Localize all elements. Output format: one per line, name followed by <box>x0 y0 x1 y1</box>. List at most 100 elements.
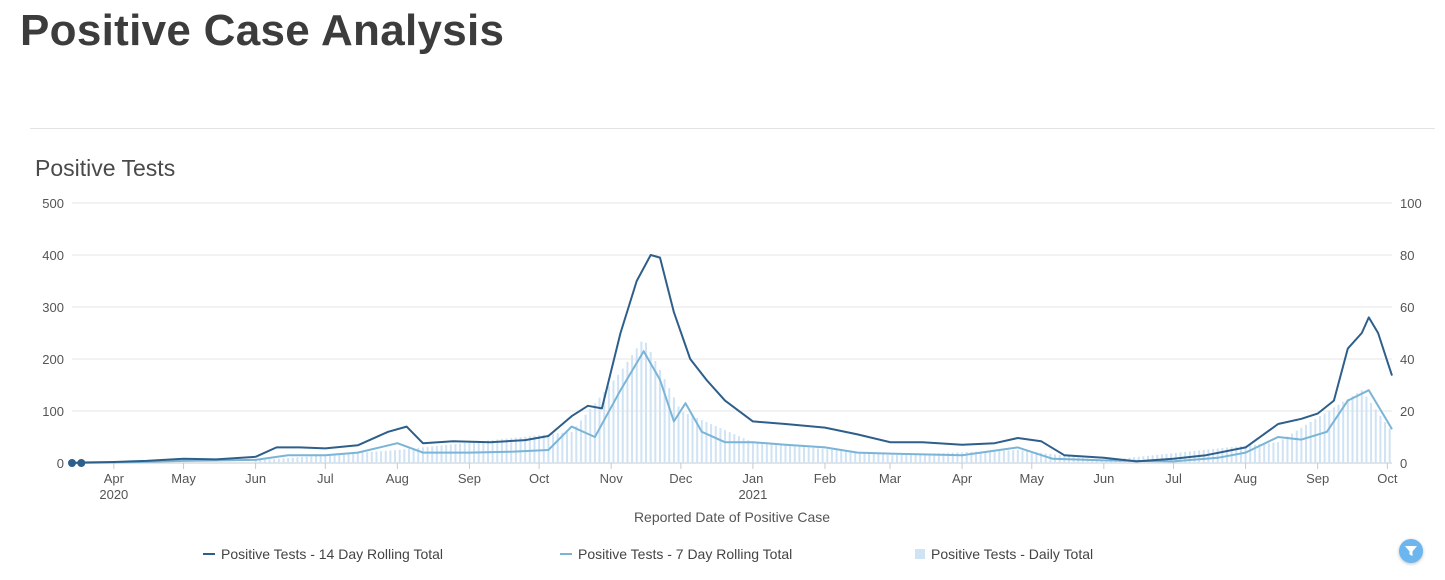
daily-bar <box>328 454 331 463</box>
y-tick-label-left: 400 <box>42 248 64 263</box>
daily-bar <box>593 403 596 463</box>
daily-bar <box>319 455 322 463</box>
daily-bar <box>1281 439 1284 463</box>
daily-bar <box>979 451 982 463</box>
daily-bar <box>798 446 801 463</box>
daily-bar <box>631 355 634 463</box>
daily-bar <box>375 451 378 463</box>
daily-bar <box>1342 401 1345 463</box>
daily-bar <box>668 388 671 463</box>
daily-bar <box>449 444 452 463</box>
daily-bar <box>621 368 624 463</box>
daily-bar <box>942 453 945 463</box>
daily-bar <box>961 452 964 463</box>
daily-bar <box>756 442 759 463</box>
daily-bar <box>1105 460 1108 463</box>
daily-bar <box>733 434 736 463</box>
daily-bar <box>254 460 257 463</box>
daily-bar <box>384 450 387 463</box>
daily-bar <box>970 451 973 463</box>
daily-bar <box>263 459 266 463</box>
daily-bar <box>1356 393 1359 463</box>
daily-bar <box>412 448 415 463</box>
daily-bar <box>710 424 713 463</box>
daily-bar <box>1146 455 1149 463</box>
daily-bar <box>1365 396 1368 463</box>
daily-bar <box>612 380 615 463</box>
daily-bar <box>440 445 443 463</box>
data-point-marker <box>77 459 86 467</box>
daily-bar <box>993 450 996 463</box>
daily-bar <box>426 446 429 463</box>
daily-bar <box>975 451 978 463</box>
daily-bar <box>575 426 578 463</box>
daily-bar <box>1253 444 1256 463</box>
daily-bar <box>566 432 568 463</box>
daily-bar <box>812 447 815 463</box>
daily-bar <box>1272 442 1275 463</box>
daily-bar <box>324 455 327 463</box>
daily-bar <box>1002 450 1005 463</box>
daily-bar <box>640 341 643 463</box>
daily-bar <box>1216 448 1219 463</box>
x-tick-label: Feb <box>814 471 836 486</box>
y-tick-label-left: 500 <box>42 196 64 211</box>
daily-bar <box>649 351 652 463</box>
daily-bar <box>635 348 638 463</box>
page-title: Positive Case Analysis <box>20 6 505 55</box>
daily-bar <box>1021 450 1024 463</box>
series-line-7day <box>71 350 1393 464</box>
filter-button[interactable] <box>1399 539 1423 563</box>
y-tick-label-right: 20 <box>1400 404 1414 419</box>
legend-item-daily[interactable]: Positive Tests - Daily Total <box>915 546 1093 562</box>
daily-bar <box>1332 407 1335 463</box>
x-tick-label: Mar <box>879 471 902 486</box>
daily-bar <box>1258 444 1261 463</box>
daily-bar <box>431 446 434 463</box>
legend-label: Positive Tests - 14 Day Rolling Total <box>221 546 444 562</box>
x-tick-label: Jun <box>245 471 266 486</box>
daily-bar <box>1286 436 1289 463</box>
daily-bar <box>877 454 880 463</box>
legend-item-14day[interactable]: Positive Tests - 14 Day Rolling Total <box>203 546 443 562</box>
daily-bar <box>524 436 527 463</box>
daily-bar <box>561 432 564 463</box>
daily-bar <box>770 443 773 463</box>
daily-bar <box>1030 451 1033 463</box>
daily-bar <box>352 453 355 463</box>
daily-bar <box>584 414 587 463</box>
daily-bar <box>356 452 359 463</box>
x-tick-label: Apr <box>104 471 125 486</box>
daily-bar <box>1374 409 1377 463</box>
daily-bar <box>914 454 917 463</box>
daily-bar <box>891 455 894 463</box>
daily-bar <box>900 454 903 463</box>
x-tick-sublabel: 2020 <box>99 487 128 502</box>
daily-bar <box>1360 390 1363 463</box>
daily-bar <box>830 449 833 463</box>
daily-bar <box>259 460 262 463</box>
daily-bar <box>1370 403 1373 463</box>
daily-bar <box>835 450 838 463</box>
x-tick-label: Sep <box>458 471 481 486</box>
daily-bar <box>1249 445 1252 463</box>
daily-bar <box>863 452 866 463</box>
daily-bar <box>965 452 968 463</box>
legend-line-swatch <box>203 553 215 555</box>
daily-bar <box>570 431 573 463</box>
daily-bar <box>882 454 885 463</box>
daily-bar <box>287 458 290 463</box>
daily-bar <box>347 453 350 463</box>
x-tick-label: Oct <box>1377 471 1398 486</box>
daily-bar <box>784 445 787 463</box>
daily-bar <box>761 443 764 463</box>
daily-bar <box>542 434 545 463</box>
daily-bar <box>789 445 792 463</box>
daily-bar <box>677 406 680 463</box>
legend-item-7day[interactable]: Positive Tests - 7 Day Rolling Total <box>560 546 792 562</box>
daily-bar <box>380 451 383 463</box>
x-tick-label: Jul <box>317 471 334 486</box>
series-line-14day <box>71 254 1393 464</box>
daily-bar <box>1100 460 1103 463</box>
